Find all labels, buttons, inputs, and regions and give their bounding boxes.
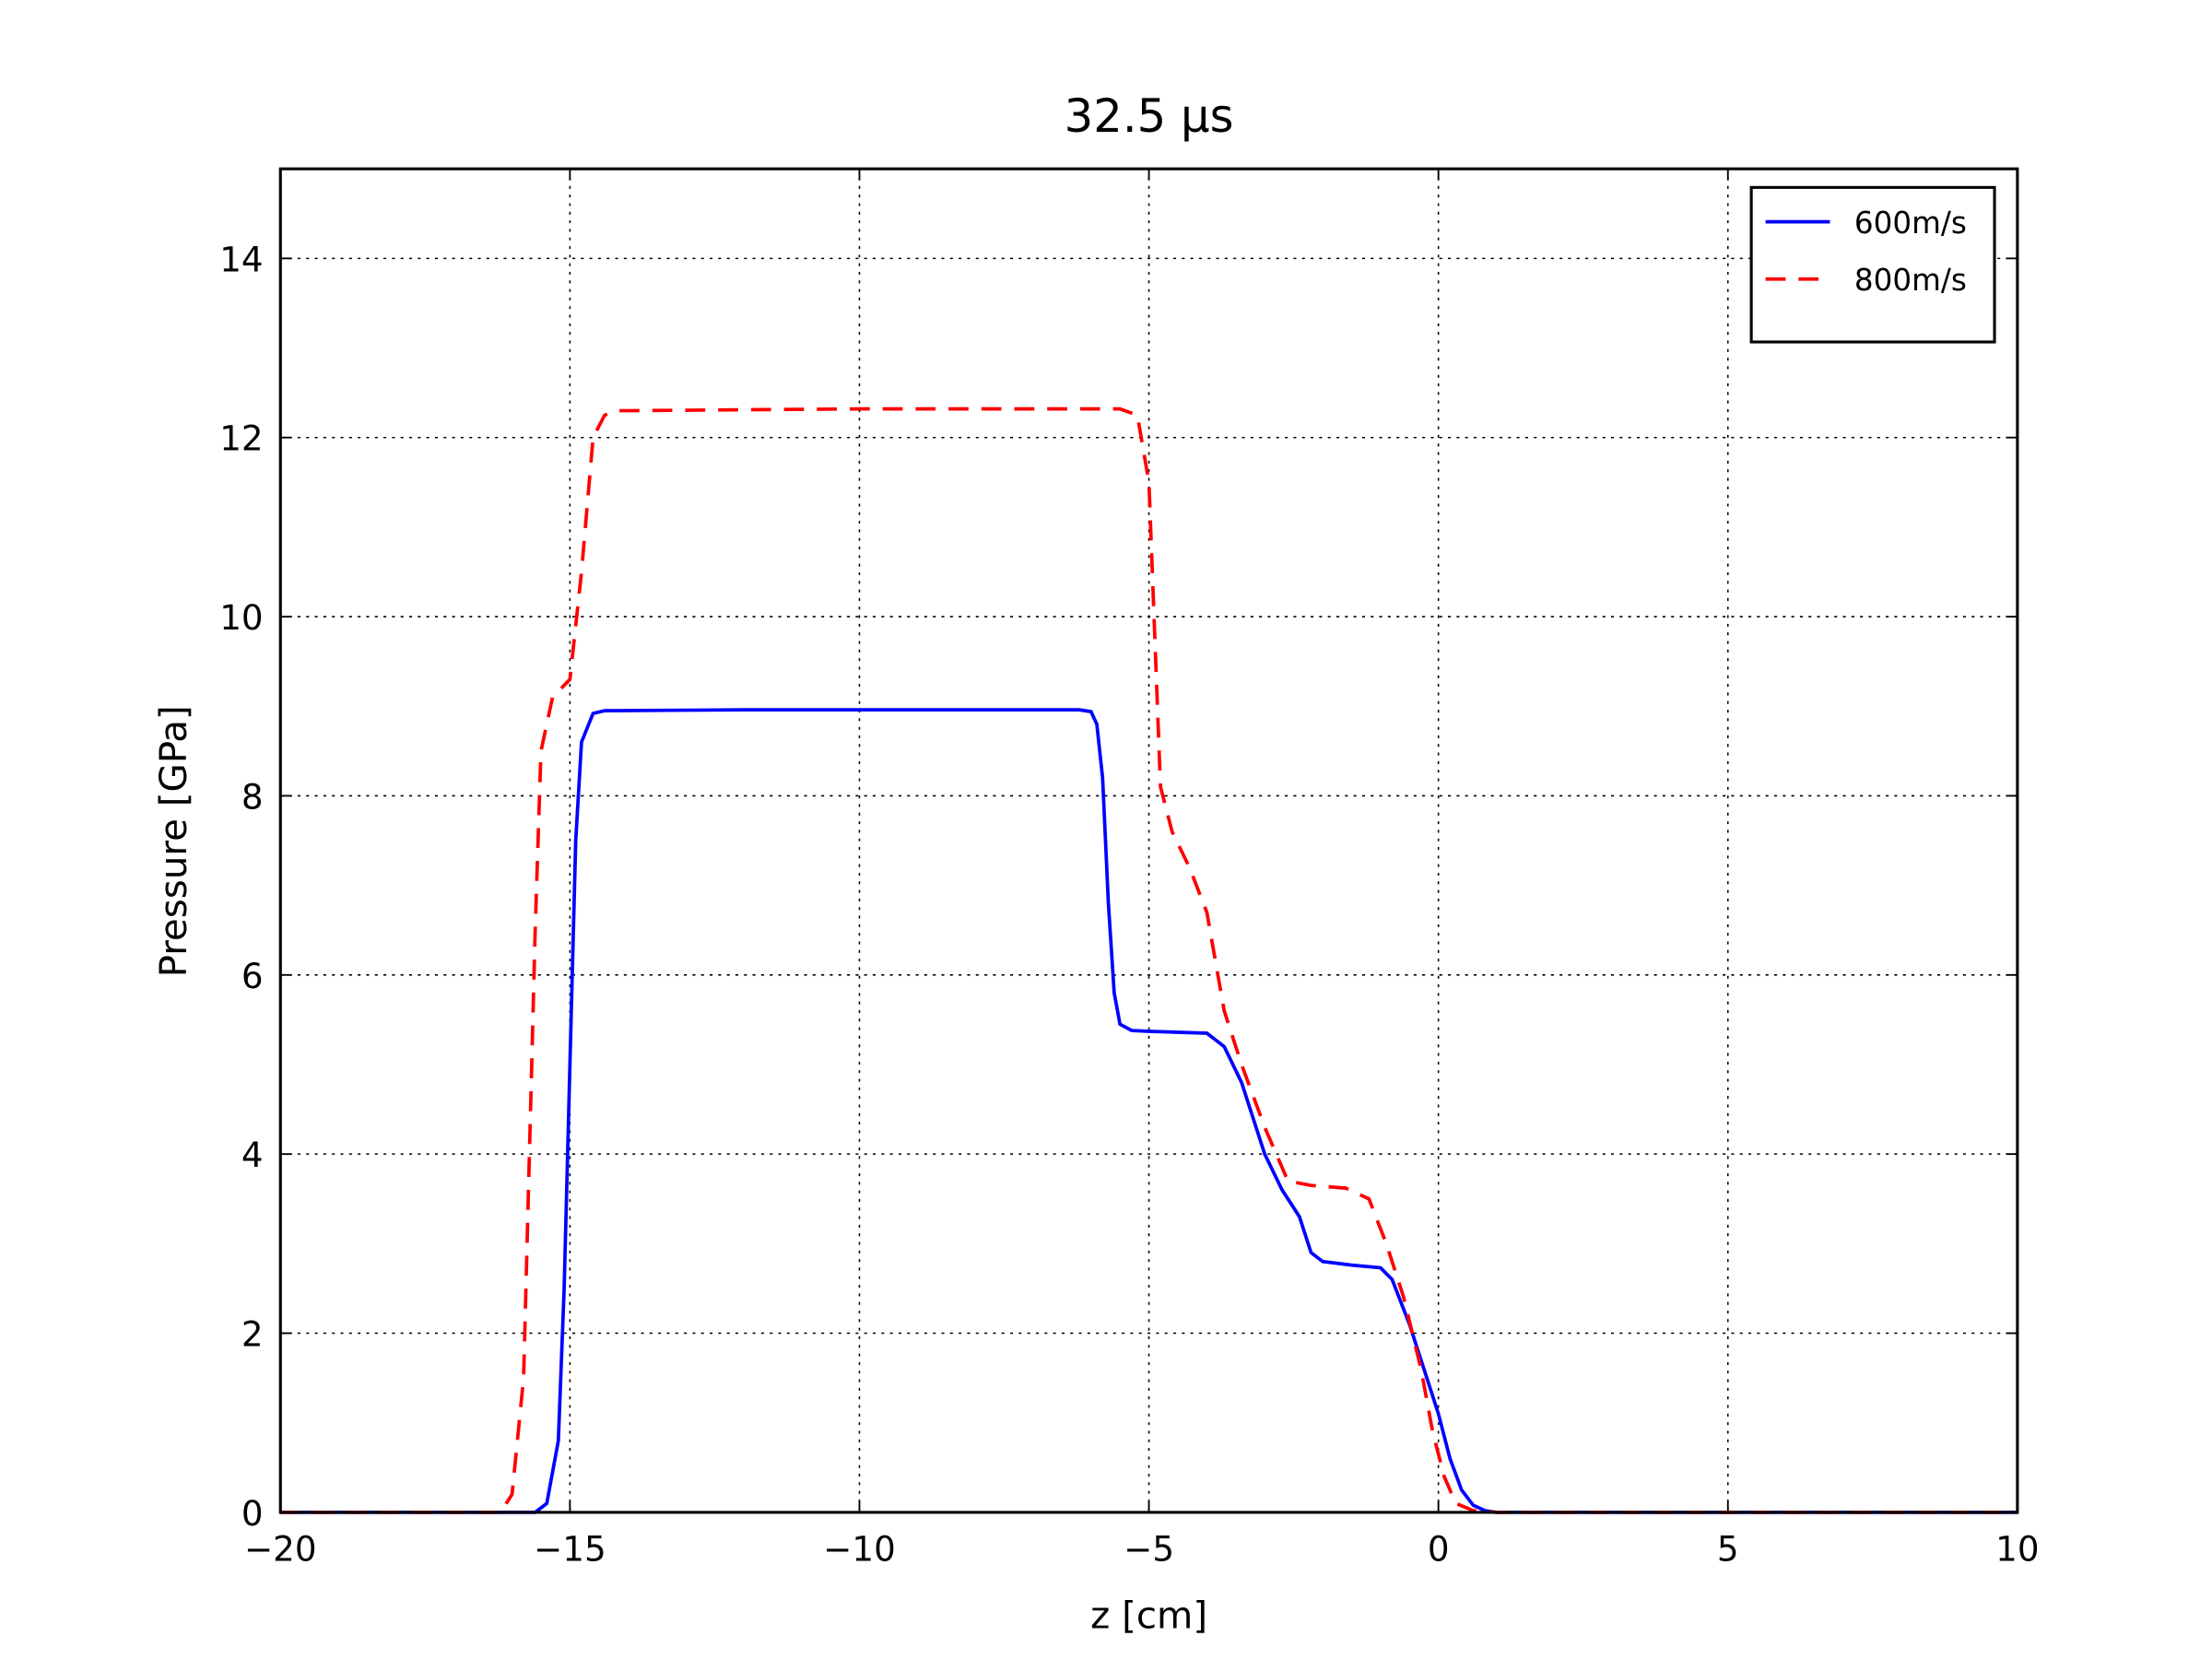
legend-box bbox=[1749, 185, 1996, 344]
x-tick-label: 10 bbox=[1995, 1529, 2039, 1570]
y-tick-label: 4 bbox=[241, 1135, 264, 1175]
x-tick-label: −20 bbox=[244, 1529, 317, 1570]
y-tick-label: 10 bbox=[219, 597, 263, 638]
x-tick-label: −15 bbox=[534, 1529, 606, 1570]
x-tick-label: −10 bbox=[823, 1529, 896, 1570]
y-axis-label: Pressure [GPa] bbox=[152, 705, 195, 977]
data-line bbox=[280, 406, 2018, 1514]
y-tick-label: 6 bbox=[241, 956, 264, 996]
y-tick-label: 12 bbox=[219, 418, 263, 459]
legend-label: 800m/s bbox=[1854, 263, 1967, 298]
y-tick-label: 14 bbox=[219, 239, 263, 279]
x-tick-label: 0 bbox=[1428, 1529, 1450, 1570]
y-tick-label: 2 bbox=[241, 1313, 264, 1354]
x-tick-label: −5 bbox=[1124, 1529, 1174, 1570]
y-tick-label: 0 bbox=[241, 1493, 264, 1534]
y-tick-label: 8 bbox=[241, 776, 264, 817]
x-tick-label: 5 bbox=[1717, 1529, 1739, 1570]
plot-frame bbox=[278, 167, 2019, 1514]
chart-title: 32.5 μs bbox=[1065, 89, 1234, 143]
data-line bbox=[280, 708, 2018, 1514]
x-axis-label: z [cm] bbox=[1090, 1594, 1207, 1638]
legend-label: 600m/s bbox=[1854, 206, 1967, 241]
